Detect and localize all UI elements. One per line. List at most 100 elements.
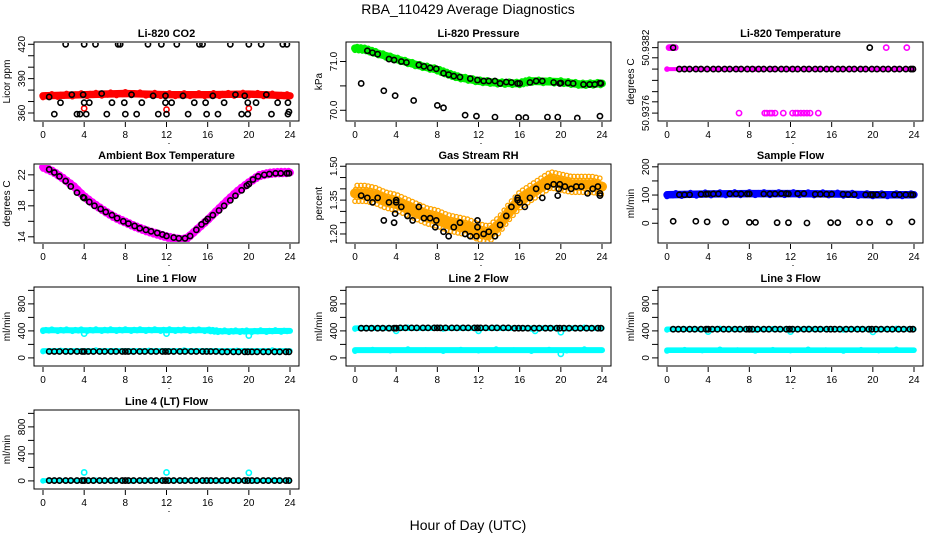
data-point xyxy=(597,324,605,332)
data-point xyxy=(79,91,87,99)
data-point xyxy=(725,325,733,333)
data-point xyxy=(722,218,730,226)
data-layer xyxy=(350,169,607,242)
raw-point xyxy=(458,346,464,353)
data-point xyxy=(464,324,472,332)
data-point xyxy=(82,110,90,118)
raw-point xyxy=(131,326,138,333)
data-point xyxy=(402,324,409,332)
data-point xyxy=(138,99,146,107)
panel-sample-flow: Sample Flow 0 4 8 12 16 20 24 0 100 200 ml/min xyxy=(626,150,924,266)
data-point xyxy=(557,350,565,358)
data-point xyxy=(431,223,439,231)
data-point xyxy=(430,324,438,332)
data-point xyxy=(158,477,166,484)
data-point xyxy=(154,110,162,118)
data-point xyxy=(409,217,417,224)
data-point xyxy=(888,325,896,333)
raw-point xyxy=(596,175,603,182)
data-point xyxy=(73,110,81,118)
series-means xyxy=(669,44,917,73)
panel-title: Li-820 CO2 xyxy=(138,28,195,40)
data-point xyxy=(526,79,534,86)
y-tick-label: 360 xyxy=(17,104,28,121)
data-point xyxy=(181,234,189,242)
data-point xyxy=(264,477,272,484)
data-point xyxy=(868,325,876,333)
plot-frame xyxy=(33,286,300,367)
data-point xyxy=(786,325,793,333)
raw-point xyxy=(699,347,706,354)
data-point xyxy=(491,77,499,85)
raw-point xyxy=(198,327,205,334)
series-raw xyxy=(39,88,294,101)
data-point xyxy=(285,169,293,177)
x-tick-label: 16 xyxy=(202,130,214,141)
panel-line-3-flow: Line 3 Flow 0 4 8 12 16 20 24 0 400 800 ml/min xyxy=(626,273,924,389)
data-point xyxy=(118,477,126,484)
data-point xyxy=(276,348,284,356)
data-point xyxy=(144,43,152,48)
data-point xyxy=(491,232,499,240)
data-point xyxy=(567,185,575,193)
data-point xyxy=(797,109,805,117)
data-point xyxy=(504,324,512,332)
plot-frame xyxy=(33,409,300,490)
data-point xyxy=(190,99,198,107)
series-means xyxy=(363,47,605,88)
data-point xyxy=(760,190,768,198)
y-tick-label: 0 xyxy=(17,478,28,484)
data-point xyxy=(532,185,540,193)
raw-point xyxy=(598,191,605,198)
data-point xyxy=(703,65,711,73)
panel-title: Line 2 Flow xyxy=(449,273,509,285)
data-point xyxy=(130,477,137,484)
data-point xyxy=(276,477,284,484)
data-point xyxy=(116,43,124,48)
data-point xyxy=(669,44,677,52)
data-point xyxy=(440,104,447,112)
data-point xyxy=(515,114,523,120)
data-point xyxy=(879,191,887,199)
raw-point xyxy=(110,327,117,333)
y-tick-label: 50.9382 xyxy=(641,29,652,66)
data-point xyxy=(877,325,885,333)
axis-dot xyxy=(792,143,794,144)
series-raw xyxy=(39,165,294,242)
y-axis-label: kPa xyxy=(314,72,325,90)
y-tick-label: 50.9376 xyxy=(641,95,652,132)
data-layer xyxy=(351,324,606,358)
data-point xyxy=(557,79,565,87)
data-point xyxy=(226,43,234,48)
y-tick-label: 22 xyxy=(17,169,28,181)
x-tick-label: 4 xyxy=(705,375,711,386)
x-tick-label: 20 xyxy=(555,130,567,141)
raw-point xyxy=(787,347,794,354)
raw-point xyxy=(475,347,482,354)
data-point xyxy=(847,325,855,333)
data-point xyxy=(805,65,813,73)
data-point xyxy=(152,348,160,355)
data-point xyxy=(162,348,169,355)
data-point xyxy=(909,191,917,199)
data-point xyxy=(715,65,722,73)
data-point xyxy=(779,109,787,117)
data-point xyxy=(198,221,205,228)
data-point xyxy=(589,185,597,193)
data-point xyxy=(450,223,458,231)
data-point xyxy=(823,325,830,333)
data-point xyxy=(279,43,287,48)
data-point xyxy=(168,99,176,107)
series-means xyxy=(669,325,917,333)
data-point xyxy=(67,348,75,355)
raw-point xyxy=(734,347,741,353)
data-point xyxy=(474,76,481,84)
series-low xyxy=(669,217,916,227)
data-point xyxy=(803,109,811,117)
data-point xyxy=(737,65,745,73)
axis-dot xyxy=(792,265,794,266)
data-point xyxy=(508,203,515,211)
data-point xyxy=(686,65,694,73)
raw-point xyxy=(493,346,499,352)
raw-point xyxy=(116,326,123,333)
